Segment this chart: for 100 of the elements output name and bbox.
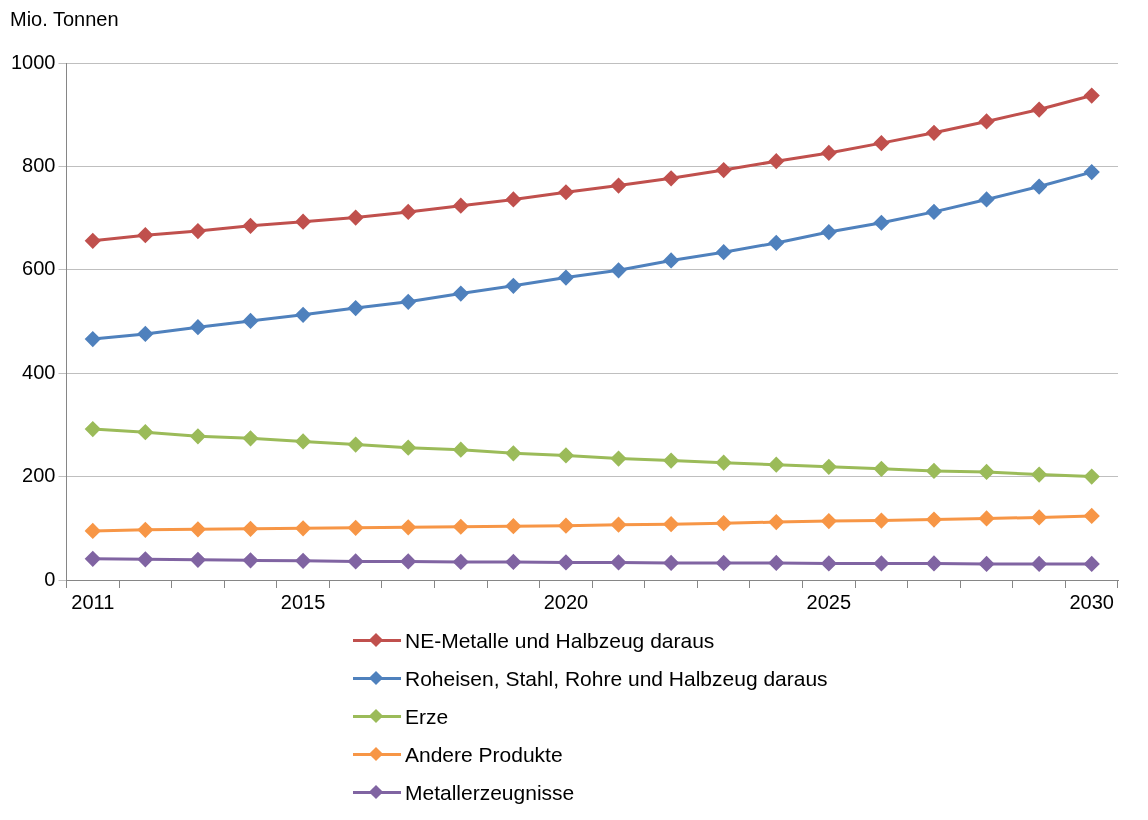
point (348, 553, 364, 569)
point (243, 218, 259, 234)
point (926, 125, 942, 141)
point (611, 178, 627, 194)
point (558, 518, 574, 534)
point (821, 145, 837, 161)
point (1031, 102, 1047, 118)
point (190, 223, 206, 239)
x-tick-label: 2025 (806, 590, 852, 613)
point (1031, 509, 1047, 525)
point (505, 278, 521, 294)
point (400, 440, 416, 456)
point (873, 215, 889, 231)
point (243, 313, 259, 329)
y-tick-label: 1000 (10, 50, 56, 73)
point (768, 555, 784, 571)
x-tick-label: 2015 (280, 590, 326, 613)
point (873, 461, 889, 477)
point (295, 553, 311, 569)
point (190, 521, 206, 537)
point (190, 552, 206, 568)
point (400, 553, 416, 569)
point (821, 459, 837, 475)
y-axis-title: Mio. Tonnen (10, 8, 120, 32)
x-tick-label: 2030 (1069, 590, 1114, 613)
point (400, 294, 416, 310)
point (768, 235, 784, 251)
legend-label: Erze (405, 705, 449, 729)
legend-label: Metallerzeugnisse (405, 781, 575, 805)
point (768, 514, 784, 530)
point (1084, 508, 1100, 524)
point (611, 262, 627, 278)
point (768, 153, 784, 169)
point (716, 455, 732, 471)
legend-label: Roheisen, Stahl, Rohre und Halbzeug daraus (405, 667, 828, 691)
x-tick-label: 2011 (71, 590, 115, 613)
point (558, 554, 574, 570)
point (453, 198, 469, 214)
point (716, 515, 732, 531)
point (85, 551, 101, 567)
point (873, 555, 889, 571)
legend-label: NE-Metalle und Halbzeug daraus (405, 629, 715, 653)
point (1084, 88, 1100, 104)
point (873, 513, 889, 529)
point (821, 513, 837, 529)
point (453, 286, 469, 302)
point (505, 518, 521, 534)
y-tick-label: 400 (22, 360, 56, 383)
point (243, 521, 259, 537)
point (137, 522, 153, 538)
point (137, 424, 153, 440)
point (716, 555, 732, 571)
point (979, 113, 995, 129)
point (295, 307, 311, 323)
point (926, 204, 942, 220)
point (558, 184, 574, 200)
y-tick-label: 800 (22, 153, 56, 176)
point (1084, 556, 1100, 572)
point (1031, 556, 1047, 572)
point (821, 555, 837, 571)
point (400, 519, 416, 535)
point (505, 554, 521, 570)
point (611, 554, 627, 570)
point (873, 135, 889, 151)
point (85, 233, 101, 249)
point (1084, 164, 1100, 180)
y-tick-label: 200 (22, 464, 56, 487)
point (243, 552, 259, 568)
point (85, 421, 101, 437)
y-tick-label: 600 (22, 257, 56, 280)
point (979, 191, 995, 207)
point (137, 326, 153, 342)
point (663, 516, 679, 532)
point (663, 252, 679, 268)
point (505, 445, 521, 461)
point (243, 430, 259, 446)
point (295, 433, 311, 449)
point (979, 510, 995, 526)
point (190, 319, 206, 335)
y-tick-label: 0 (44, 567, 56, 590)
point (137, 551, 153, 567)
point (663, 555, 679, 571)
point (85, 523, 101, 539)
point (926, 555, 942, 571)
point (611, 451, 627, 467)
point (611, 517, 627, 533)
point (400, 204, 416, 220)
point (926, 512, 942, 528)
point (979, 556, 995, 572)
point (348, 520, 364, 536)
point (1031, 179, 1047, 195)
point (453, 554, 469, 570)
point (926, 463, 942, 479)
x-tick-label: 2020 (543, 590, 589, 613)
point (348, 210, 364, 226)
legend-label: Andere Produkte (405, 743, 563, 767)
point (558, 447, 574, 463)
point (348, 300, 364, 316)
point (453, 519, 469, 535)
point (505, 191, 521, 207)
